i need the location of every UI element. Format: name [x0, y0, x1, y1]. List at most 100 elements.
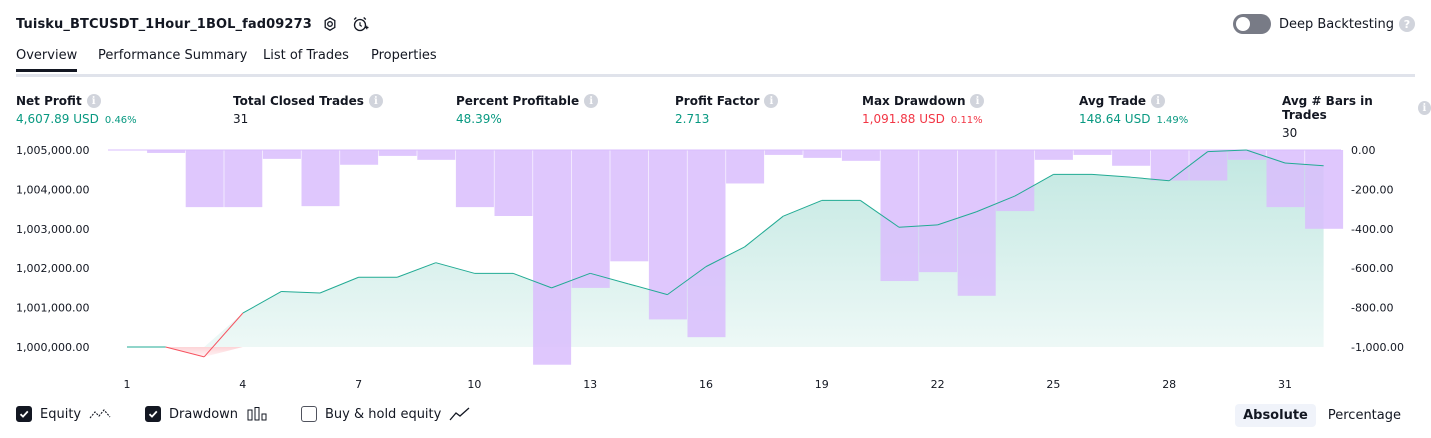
strategy-title: Tuisku_BTCUSDT_1Hour_1BOL_fad09273: [16, 16, 312, 32]
drawdown-bar: [185, 150, 224, 208]
stat-net-profit: Net Profit i 4,607.89 USD 0.46%: [16, 94, 137, 126]
stat-avg-bars-in-trades: Avg # Bars in Trades i 30: [1282, 94, 1431, 140]
stat-avg-trade: Avg Trade i 148.64 USD 1.49%: [1079, 94, 1188, 126]
equity-line-segment: [1246, 149, 1286, 164]
equity-line-segment: [590, 272, 629, 285]
deep-backtesting-control: Deep Backtesting ?: [1232, 12, 1415, 36]
drawdown-bar: [764, 150, 803, 155]
drawdown-bar: [417, 150, 456, 160]
equity-line-segment: [937, 211, 977, 226]
drawdown-bar: [996, 150, 1035, 212]
stat-value: 48.39%: [456, 112, 502, 126]
drawdown-bar: [957, 150, 996, 296]
value-mode-switch: Absolute Percentage: [1231, 402, 1409, 428]
drawdown-bar: [610, 150, 649, 262]
right-axis-tick-label: -400.00: [1351, 223, 1393, 236]
legend-drawdown[interactable]: Drawdown: [145, 402, 268, 426]
x-axis-tick-label: 25: [1046, 378, 1060, 391]
equity-line-segment: [1168, 151, 1209, 182]
stat-total-closed-trades: Total Closed Trades i 31: [233, 94, 383, 126]
equity-line-segment: [281, 290, 321, 294]
drawdown-bar: [1266, 150, 1305, 208]
absolute-button[interactable]: Absolute: [1235, 403, 1316, 427]
equity-line-segment: [860, 200, 900, 228]
tab-overview[interactable]: Overview: [16, 48, 78, 72]
drawdown-bar: [1227, 150, 1266, 160]
stat-percent: 0.46%: [104, 115, 137, 126]
drawdown-bar: [919, 150, 958, 273]
x-axis-tick-label: 1: [124, 378, 131, 391]
drawdown-bar: [571, 150, 610, 288]
drawdown-bar: [726, 150, 765, 184]
info-icon[interactable]: i: [368, 94, 383, 108]
equity-line-segment: [319, 276, 359, 294]
drawdown-bar: [880, 150, 919, 282]
stat-profit-factor: Profit Factor i 2.713: [675, 94, 779, 126]
equity-line-segment: [628, 283, 668, 296]
legend-equity[interactable]: Equity: [16, 402, 111, 426]
tab-properties[interactable]: Properties: [371, 48, 437, 63]
drawdown-bar: [147, 150, 186, 153]
drawdown-bar: [1150, 150, 1189, 181]
equity-line-segment: [705, 246, 745, 268]
stat-max-drawdown: Max Drawdown i 1,091.88 USD 0.11%: [862, 94, 985, 126]
equity-drawdown-chart[interactable]: 1,005,000.00 1,004,000.00 1,003,000.00 1,00…: [0, 138, 1431, 396]
settings-icon[interactable]: [318, 12, 342, 36]
legend-label: Drawdown: [169, 406, 239, 422]
equity-line-segment: [165, 346, 205, 358]
deep-backtesting-toggle[interactable]: [1232, 14, 1271, 34]
equity-checkbox[interactable]: [16, 406, 32, 422]
drawdown-checkbox[interactable]: [145, 406, 161, 422]
drawdown-bar: [803, 150, 842, 158]
info-icon[interactable]: i: [584, 94, 599, 108]
help-icon[interactable]: ?: [1399, 16, 1415, 32]
buy-hold-checkbox[interactable]: [301, 406, 317, 422]
x-axis-tick-label: 16: [699, 378, 713, 391]
drawdown-bar: [262, 150, 301, 159]
drawdown-bar: [1112, 150, 1151, 166]
equity-line-segment: [976, 195, 1015, 213]
equity-line-icon: [89, 406, 111, 422]
info-icon[interactable]: i: [86, 94, 101, 108]
equity-line-segment: [1130, 176, 1170, 182]
report-header: Tuisku_BTCUSDT_1Hour_1BOL_fad09273: [16, 12, 372, 36]
right-axis-tick-label: -1,000.00: [1351, 341, 1404, 354]
left-axis-tick-label: 1,000,000.00: [16, 341, 89, 354]
info-icon[interactable]: i: [970, 94, 985, 108]
info-icon[interactable]: i: [1151, 94, 1166, 108]
equity-line-segment: [783, 199, 822, 217]
stat-value: 30: [1282, 126, 1298, 140]
right-axis-tick-label: -200.00: [1351, 183, 1393, 196]
equity-line-segment: [898, 224, 938, 228]
x-axis-tick-label: 10: [467, 378, 481, 391]
percentage-button[interactable]: Percentage: [1327, 407, 1401, 423]
stat-label: Avg # Bars in Trades: [1282, 94, 1373, 122]
legend-buy-hold-equity[interactable]: Buy & hold equity: [301, 402, 471, 426]
equity-below-start-area: [127, 347, 243, 357]
left-axis-tick-label: 1,003,000.00: [16, 223, 89, 236]
left-axis-tick-label: 1,001,000.00: [16, 302, 89, 315]
drawdown-bar: [301, 150, 340, 207]
buy-hold-line-icon: [449, 406, 471, 422]
info-icon[interactable]: i: [764, 94, 779, 108]
stat-value: 4,607.89 USD: [16, 112, 99, 126]
info-icon[interactable]: i: [1417, 101, 1431, 115]
drawdown-bar: [1305, 150, 1344, 229]
stat-label: Max Drawdown: [862, 94, 966, 108]
stat-value: 31: [233, 112, 249, 126]
tab-list-of-trades[interactable]: List of Trades: [263, 48, 349, 63]
x-axis-tick-label: 7: [355, 378, 362, 391]
equity-line-segment: [551, 272, 591, 289]
legend-label: Equity: [40, 406, 82, 422]
drawdown-bar: [1034, 150, 1073, 160]
left-axis-tick-label: 1,004,000.00: [16, 183, 89, 196]
stat-label: Percent Profitable: [456, 94, 580, 108]
toggle-knob: [1235, 17, 1250, 31]
drawdown-bar: [1189, 150, 1228, 181]
add-alert-icon[interactable]: [348, 12, 372, 36]
tab-performance-summary[interactable]: Performance Summary: [98, 48, 248, 63]
stat-percent-profitable: Percent Profitable i 48.39%: [456, 94, 599, 126]
stat-label: Total Closed Trades: [233, 94, 364, 108]
drawdown-bar: [687, 150, 726, 338]
equity-line-segment: [242, 291, 282, 314]
